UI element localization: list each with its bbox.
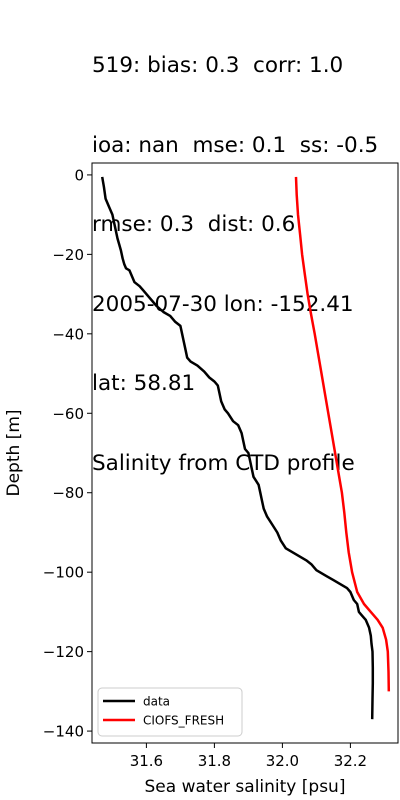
series-layer	[100, 176, 391, 720]
title-line-1: 519: bias: 0.3 corr: 1.0	[92, 53, 344, 78]
ciofs-fresh-series-line	[294, 176, 391, 692]
y-tick-label: −120	[43, 643, 84, 661]
y-tick-label: −100	[43, 564, 84, 582]
x-tick-label: 31.6	[130, 752, 163, 770]
title-line-6: Salinity from CTD profile	[92, 450, 355, 476]
x-tick-label: 32.2	[334, 752, 367, 770]
title-line-5: lat: 58.81	[92, 371, 196, 396]
axes-layer: 31.6 31.8 32.0 32.2 0 −20 −40 −60 −80 −100 −120 −14…	[43, 166, 367, 770]
y-tick-label: −80	[52, 484, 84, 502]
x-tick-label: 32.0	[266, 752, 299, 770]
x-axis-label: Sea water salinity [psu]	[145, 777, 346, 797]
y-tick-label: 0	[74, 166, 84, 184]
plot-frame	[91, 162, 399, 744]
legend-label-data: data	[143, 695, 170, 709]
title-line-3: rmse: 0.3 dist: 0.6	[92, 212, 296, 237]
title-line-2: ioa: nan mse: 0.1 ss: -0.5	[92, 132, 379, 158]
legend: data CIOFS_FRESH	[97, 687, 243, 737]
x-tick-label: 31.8	[198, 752, 231, 770]
y-tick-label: −140	[43, 723, 84, 741]
legend-label-model: CIOFS_FRESH	[143, 714, 224, 728]
y-tick-label: −20	[52, 246, 84, 264]
data-series-line	[100, 176, 375, 720]
y-axis-label: Depth [m]	[4, 409, 24, 496]
chart-title: 519: bias: 0.3 corr: 1.0 ioa: nan mse: 0…	[92, 0, 400, 504]
y-tick-label: −60	[52, 405, 84, 423]
y-tick-label: −40	[52, 325, 84, 343]
